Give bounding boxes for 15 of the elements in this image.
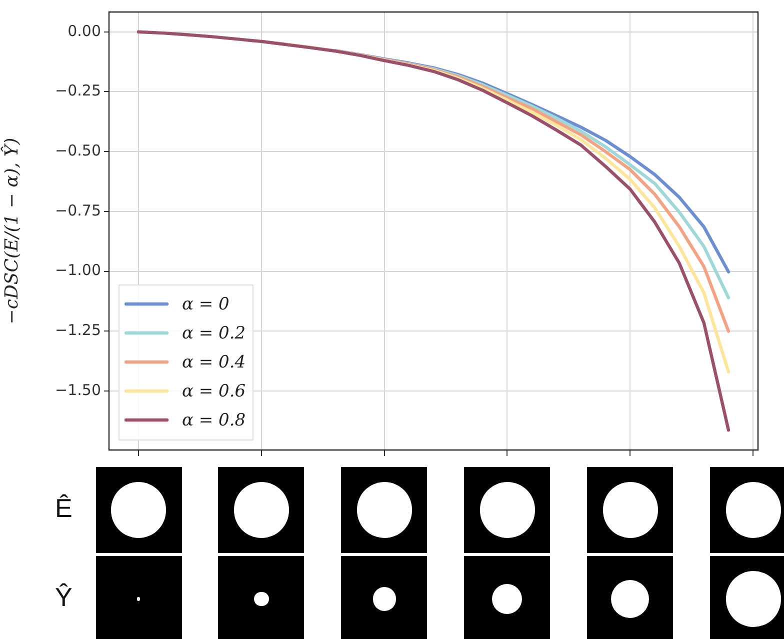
y-tick-label: −0.25 (55, 82, 101, 100)
legend-label: α = 0.2 (182, 323, 246, 344)
legend-label: α = 0.8 (182, 410, 246, 430)
legend-label: α = 0 (182, 294, 230, 314)
legend-label: α = 0.6 (182, 381, 246, 402)
y-tick-label: −1.50 (55, 380, 101, 399)
y-axis-title: −cDSC(E/(1 − α), Ŷ) (0, 138, 22, 324)
y-tick-label: 0.00 (68, 22, 101, 40)
y-tick-label: −0.75 (55, 201, 101, 220)
text: Ŷ (55, 582, 72, 613)
y-tick-label: −1.25 (55, 321, 101, 340)
legend-label: α = 0.4 (182, 352, 246, 372)
text: Ê (55, 493, 72, 524)
y-tick-label: −0.50 (55, 142, 101, 160)
y-tick-label: −1.00 (55, 261, 101, 280)
